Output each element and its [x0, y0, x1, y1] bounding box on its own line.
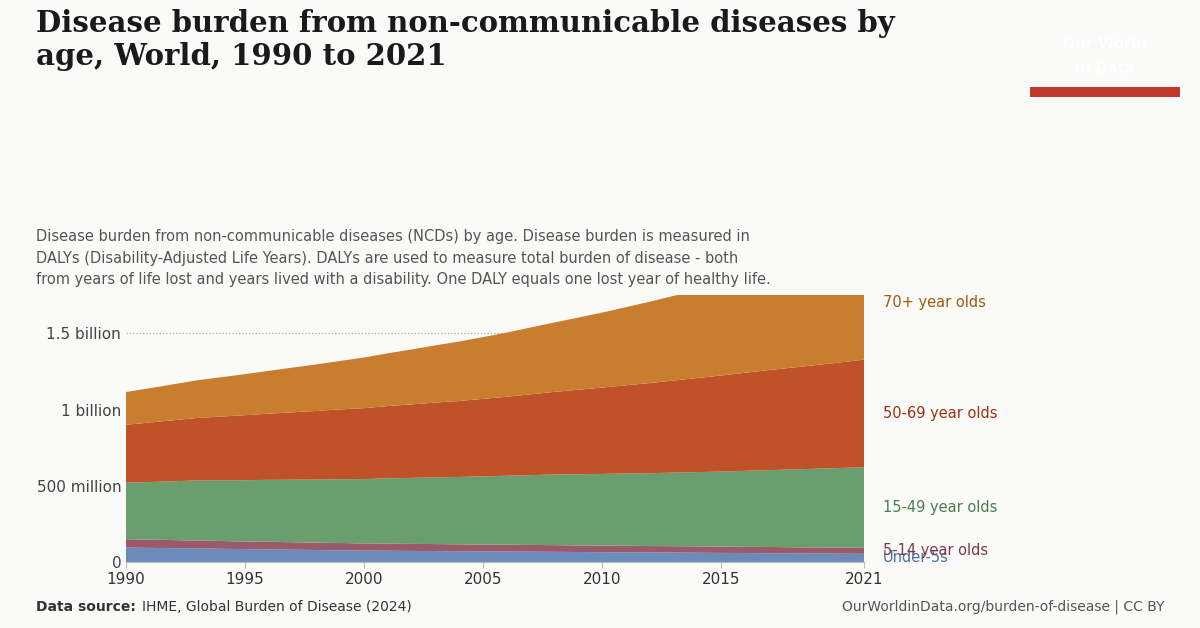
Text: Our World: Our World	[1063, 37, 1146, 52]
Text: Disease burden from non-communicable diseases by
age, World, 1990 to 2021: Disease burden from non-communicable dis…	[36, 9, 895, 71]
Text: Disease burden from non-communicable diseases (NCDs) by age. Disease burden is m: Disease burden from non-communicable dis…	[36, 229, 770, 288]
Bar	[1030, 87, 1180, 97]
Text: Under-5s: Under-5s	[883, 551, 949, 565]
Text: Data source:: Data source:	[36, 600, 140, 614]
Text: 70+ year olds: 70+ year olds	[883, 295, 986, 310]
Text: OurWorldinData.org/burden-of-disease | CC BY: OurWorldinData.org/burden-of-disease | C…	[841, 600, 1164, 614]
Text: 50-69 year olds: 50-69 year olds	[883, 406, 997, 421]
Text: in Data: in Data	[1075, 61, 1134, 76]
Text: 5-14 year olds: 5-14 year olds	[883, 543, 988, 558]
Text: 15-49 year olds: 15-49 year olds	[883, 500, 997, 515]
Text: IHME, Global Burden of Disease (2024): IHME, Global Burden of Disease (2024)	[142, 600, 412, 614]
